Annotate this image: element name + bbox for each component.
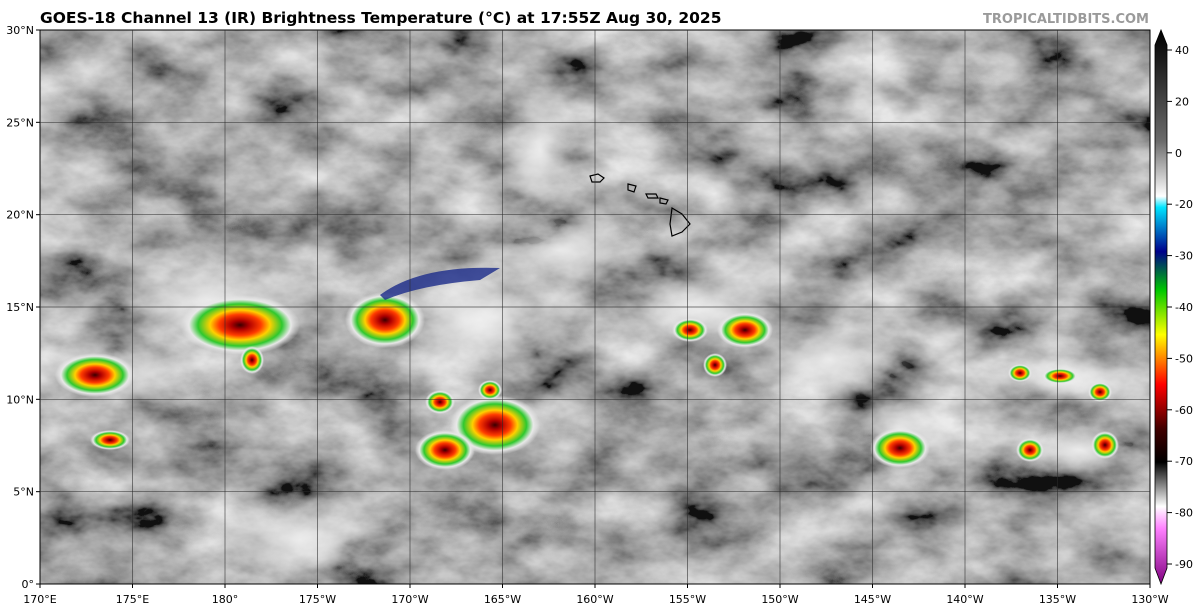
lat-label: 0° xyxy=(22,578,35,591)
colorbar-label: -20 xyxy=(1175,198,1193,211)
convection xyxy=(717,312,773,348)
colorbar-label: -30 xyxy=(1175,250,1193,263)
convection xyxy=(1088,382,1112,402)
convection xyxy=(478,380,502,400)
title: GOES-18 Channel 13 (IR) Brightness Tempe… xyxy=(40,9,721,27)
colorbar-label: -70 xyxy=(1175,455,1193,468)
colorbar-label: -40 xyxy=(1175,301,1193,314)
cloud xyxy=(470,210,650,290)
lon-label: 170°E xyxy=(23,593,56,606)
colorbar-label: -80 xyxy=(1175,507,1193,520)
colorbar-label: 40 xyxy=(1175,44,1189,57)
lat-label: 15°N xyxy=(6,301,34,314)
colorbar-bar xyxy=(1154,28,1168,586)
cloud xyxy=(740,320,920,400)
credit: TROPICALTIDBITS.COM xyxy=(983,12,1149,27)
convection xyxy=(1042,368,1078,384)
convection xyxy=(1091,431,1119,459)
colorbar: 40 20 0 -20 -30 -40 -50 -60 -70 -80 -90 xyxy=(1154,28,1193,586)
convection xyxy=(1016,438,1044,462)
convection xyxy=(672,318,708,342)
convection xyxy=(180,295,300,355)
colorbar-label: 20 xyxy=(1175,95,1189,108)
lon-label: 150°W xyxy=(761,593,798,606)
convection xyxy=(55,353,135,397)
lon-label: 130°W xyxy=(1131,593,1168,606)
colorbar-label: -90 xyxy=(1175,558,1193,571)
lon-label: 155°W xyxy=(669,593,706,606)
lat-label: 30°N xyxy=(6,24,34,37)
lat-label: 5°N xyxy=(13,486,34,499)
convection xyxy=(870,428,930,468)
cloud xyxy=(500,60,580,240)
lat-label: 10°N xyxy=(6,393,34,406)
lon-label: 170°W xyxy=(391,593,428,606)
lon-label: 180° xyxy=(212,593,239,606)
convection xyxy=(90,430,130,450)
lon-label: 135°W xyxy=(1039,593,1076,606)
convection xyxy=(240,346,264,374)
colorbar-label: 0 xyxy=(1175,147,1182,160)
lon-label: 165°W xyxy=(484,593,521,606)
colorbar-label: -50 xyxy=(1175,352,1193,365)
convection xyxy=(1008,364,1032,382)
cold-cloud-band xyxy=(380,267,500,300)
colorbar-label: -60 xyxy=(1175,404,1193,417)
cloud xyxy=(210,500,390,580)
lat-label: 25°N xyxy=(6,116,34,129)
lat-label: 20°N xyxy=(6,209,34,222)
lon-label: 175°E xyxy=(116,593,149,606)
convection xyxy=(345,292,425,348)
lon-label: 145°W xyxy=(854,593,891,606)
lon-label: 175°W xyxy=(299,593,336,606)
convection xyxy=(703,353,727,377)
lon-label: 140°W xyxy=(946,593,983,606)
hawaii-outline xyxy=(589,173,691,237)
convection xyxy=(415,430,475,470)
lon-label: 160°W xyxy=(576,593,613,606)
convection xyxy=(425,390,455,414)
convection xyxy=(450,395,540,455)
